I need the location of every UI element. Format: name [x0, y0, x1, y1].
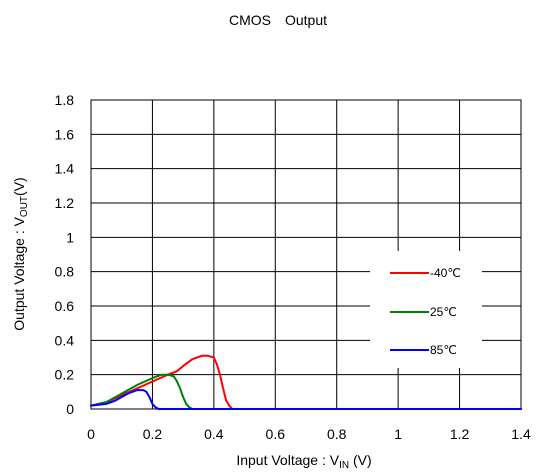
x-tick-label: 1 [394, 426, 402, 442]
legend-label-2: 85℃ [430, 343, 457, 357]
y-axis-label-main: Output Voltage : V [11, 216, 27, 330]
y-axis-label: Output Voltage : VOUT(V) [11, 177, 30, 330]
x-axis-label: Input Voltage : VIN (V) [236, 452, 371, 471]
x-tick-label: 0.2 [143, 426, 163, 442]
y-axis-ticks: 0 0.2 0.4 0.6 0.8 1 1.2 1.4 1.6 1.8 [55, 92, 75, 417]
y-tick-label: 0 [66, 401, 74, 417]
legend: -40℃ 25℃ 85℃ [370, 251, 482, 368]
y-tick-label: 1.8 [55, 92, 75, 108]
x-tick-label: 0.6 [266, 426, 286, 442]
y-axis-label-sub: OUT [19, 196, 30, 217]
legend-label-1: 25℃ [430, 305, 457, 319]
x-tick-label: 0 [87, 426, 95, 442]
x-tick-label: 1.4 [511, 426, 531, 442]
y-tick-label: 1 [66, 229, 74, 245]
x-axis-label-main: Input Voltage : V [236, 452, 339, 468]
y-tick-label: 1.6 [55, 126, 75, 142]
x-axis-label-sub: IN [339, 460, 349, 471]
x-axis-label-tail: (V) [349, 452, 372, 468]
x-tick-label: 0.8 [327, 426, 347, 442]
x-tick-label: 1.2 [450, 426, 470, 442]
y-axis-label-tail: (V) [11, 177, 27, 196]
y-tick-label: 1.2 [55, 195, 75, 211]
chart-title: CMOS Output [229, 12, 327, 28]
series-line-2 [90, 389, 522, 410]
y-tick-label: 0.2 [55, 367, 75, 383]
x-tick-label: 0.4 [204, 426, 224, 442]
y-tick-label: 1.4 [55, 161, 75, 177]
series-lines [90, 354, 522, 410]
x-axis-ticks: 0 0.2 0.4 0.6 0.8 1 1.2 1.4 [87, 426, 531, 442]
legend-box [370, 251, 482, 368]
y-tick-label: 0.4 [55, 332, 75, 348]
y-tick-label: 0.8 [55, 264, 75, 280]
series-line-0 [90, 354, 522, 410]
y-tick-label: 0.6 [55, 298, 75, 314]
legend-label-0: -40℃ [430, 266, 461, 280]
